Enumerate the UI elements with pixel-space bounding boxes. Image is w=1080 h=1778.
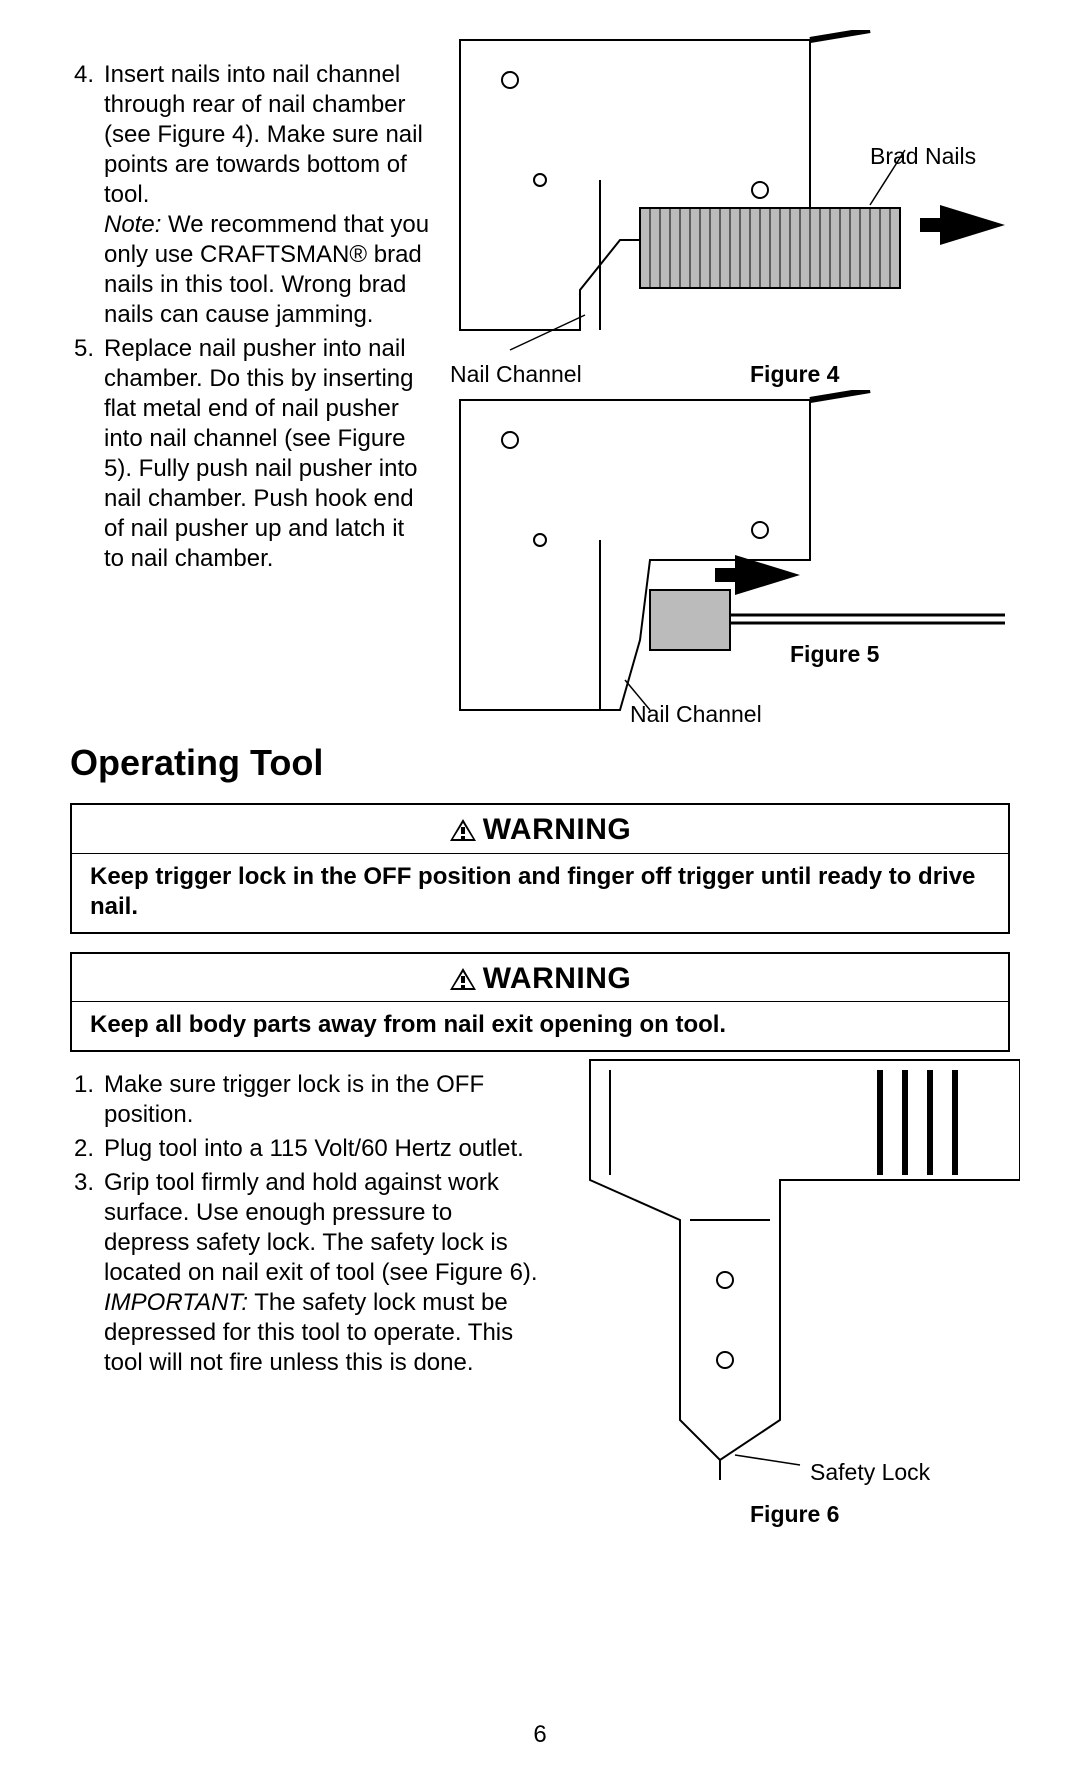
figure-6 [550, 1050, 1020, 1480]
warning-box: WARNING Keep trigger lock in the OFF pos… [70, 803, 1010, 934]
item-text: Grip tool firmly and hold against work s… [104, 1169, 538, 1286]
item-number: 4. [70, 60, 104, 330]
top-text-column: 4. Insert nails into nail channel throug… [70, 60, 430, 574]
figure-4 [450, 30, 1010, 360]
warning-box: WARNING Keep all body parts away from na… [70, 952, 1010, 1053]
warning-body: Keep all body parts away from nail exit … [72, 1002, 1008, 1050]
figure-4-callout-nail-channel: Nail Channel [450, 360, 582, 389]
list-item: 2. Plug tool into a 115 Volt/60 Hertz ou… [70, 1134, 540, 1164]
warning-title: WARNING [483, 962, 632, 995]
list-item: 1. Make sure trigger lock is in the OFF … [70, 1070, 540, 1130]
bottom-instruction-list: 1. Make sure trigger lock is in the OFF … [70, 1070, 540, 1378]
warning-body: Keep trigger lock in the OFF position an… [72, 854, 1008, 932]
bottom-text-column: 1. Make sure trigger lock is in the OFF … [70, 1070, 540, 1378]
item-text: Make sure trigger lock is in the OFF pos… [104, 1070, 540, 1130]
top-instruction-list: 4. Insert nails into nail channel throug… [70, 60, 430, 574]
item-body: Insert nails into nail channel through r… [104, 60, 430, 330]
section-heading-operating-tool: Operating Tool [70, 740, 1010, 785]
figure-4-illustration [450, 30, 1010, 360]
figure-5 [450, 390, 1010, 720]
figure-6-callout-safety-lock: Safety Lock [810, 1458, 930, 1487]
list-item: 5. Replace nail pusher into nail chamber… [70, 334, 430, 574]
warning-header: WARNING [72, 805, 1008, 854]
warning-icon [449, 967, 477, 991]
bottom-section: 1. Make sure trigger lock is in the OFF … [70, 1070, 1010, 1378]
item-text: Plug tool into a 115 Volt/60 Hertz outle… [104, 1134, 540, 1164]
item-body: Replace nail pusher into nail chamber. D… [104, 334, 430, 574]
warning-title: WARNING [483, 813, 632, 846]
warning-header: WARNING [72, 954, 1008, 1003]
figure-5-label: Figure 5 [790, 640, 879, 669]
item-text: Insert nails into nail channel through r… [104, 61, 423, 208]
figure-5-illustration [450, 390, 1010, 720]
figure-6-illustration [550, 1050, 1020, 1480]
important-label: IMPORTANT: [104, 1289, 248, 1316]
figure-4-label: Figure 4 [750, 360, 839, 389]
item-number: 5. [70, 334, 104, 574]
item-number: 1. [70, 1070, 104, 1130]
list-item: 3. Grip tool firmly and hold against wor… [70, 1168, 540, 1378]
page-number: 6 [0, 1720, 1080, 1750]
note-label: Note: [104, 211, 161, 238]
warning-icon [449, 818, 477, 842]
item-body: Grip tool firmly and hold against work s… [104, 1168, 540, 1378]
item-number: 3. [70, 1168, 104, 1378]
figure-5-callout-nail-channel: Nail Channel [630, 700, 762, 729]
figure-6-label: Figure 6 [750, 1500, 839, 1529]
item-number: 2. [70, 1134, 104, 1164]
item-text: Replace nail pusher into nail chamber. D… [104, 335, 418, 572]
figure-4-callout-brad-nails: Brad Nails [870, 142, 976, 171]
top-section: 4. Insert nails into nail channel throug… [70, 60, 1010, 720]
list-item: 4. Insert nails into nail channel throug… [70, 60, 430, 330]
